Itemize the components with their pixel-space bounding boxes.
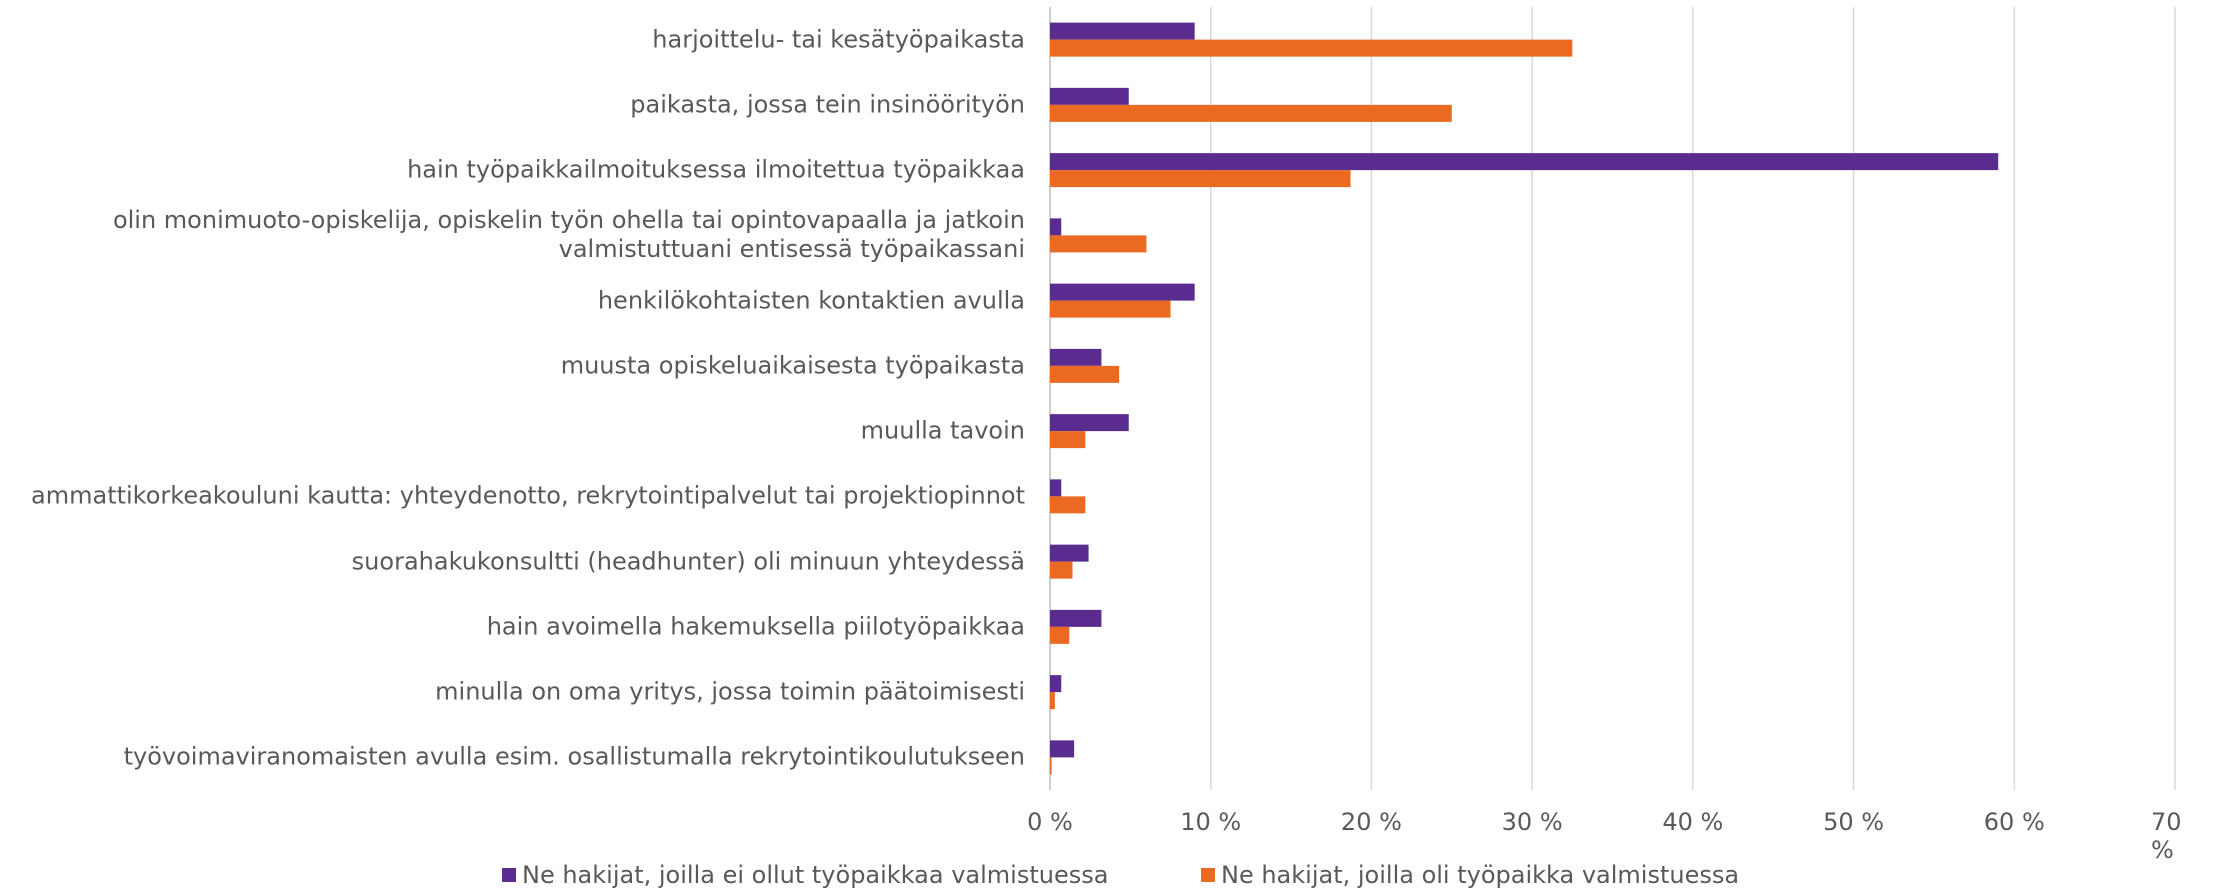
y-tick-label: olin monimuoto-opiskelija, opiskelin työ… <box>112 206 1025 264</box>
y-tick-label: ammattikorkeakouluni kautta: yhteydenott… <box>31 481 1025 510</box>
y-tick-label: minulla on oma yritys, jossa toimin päät… <box>435 677 1025 706</box>
x-tick-label: 40 % <box>1662 808 1724 836</box>
bar <box>1050 300 1171 318</box>
bar <box>1050 561 1073 579</box>
y-tick-label: paikasta, jossa tein insinöörityön <box>630 90 1025 119</box>
bar <box>1050 544 1089 562</box>
bar <box>1050 414 1129 432</box>
bar <box>1050 153 1999 171</box>
bar <box>1050 22 1195 40</box>
legend-swatch <box>1201 868 1215 882</box>
legend-item: Ne hakijat, joilla ei ollut työpaikkaa v… <box>502 861 1108 889</box>
bar <box>1050 479 1062 497</box>
bar <box>1050 365 1120 383</box>
bar <box>1050 39 1573 57</box>
bar <box>1050 235 1147 253</box>
x-tick-label: 10 % <box>1180 808 1242 836</box>
bar <box>1050 609 1102 627</box>
bar <box>1050 283 1195 301</box>
y-tick-label: harjoittelu- tai kesätyöpaikasta <box>652 25 1025 54</box>
bar <box>1050 496 1086 514</box>
y-tick-label: hain avoimella hakemuksella piilotyöpaik… <box>486 612 1025 641</box>
bar <box>1050 348 1102 366</box>
y-tick-label: muulla tavoin <box>860 416 1025 445</box>
legend-label: Ne hakijat, joilla oli työpaikka valmist… <box>1221 861 1740 889</box>
x-tick-label: 20 % <box>1340 808 1402 836</box>
y-tick-label: työvoimaviranomaisten avulla esim. osall… <box>123 742 1025 771</box>
legend-label: Ne hakijat, joilla ei ollut työpaikkaa v… <box>522 861 1109 889</box>
x-tick-label: 50 % <box>1823 808 1885 836</box>
bar <box>1050 740 1075 758</box>
x-tick-label: 70 % <box>2151 808 2182 864</box>
legend-swatch <box>502 868 516 882</box>
bar <box>1050 218 1062 236</box>
bar <box>1050 170 1351 188</box>
bar <box>1050 431 1086 449</box>
x-tick-label: 30 % <box>1501 808 1563 836</box>
bar <box>1050 104 1452 122</box>
bar <box>1050 87 1129 105</box>
bar <box>1050 757 1052 775</box>
bar <box>1050 626 1070 644</box>
x-tick-label: 0 % <box>1027 808 1073 836</box>
y-tick-label: suorahakukonsultti (headhunter) oli minu… <box>351 547 1025 576</box>
x-tick-label: 60 % <box>1983 808 2045 836</box>
y-tick-label: hain työpaikkailmoituksessa ilmoitettua … <box>407 155 1025 184</box>
bar <box>1050 692 1055 710</box>
y-tick-label: henkilökohtaisten kontaktien avulla <box>597 286 1025 315</box>
legend-item: Ne hakijat, joilla oli työpaikka valmist… <box>1201 861 1739 889</box>
y-tick-label: muusta opiskeluaikaisesta työpaikasta <box>560 351 1025 380</box>
bar <box>1050 675 1062 693</box>
